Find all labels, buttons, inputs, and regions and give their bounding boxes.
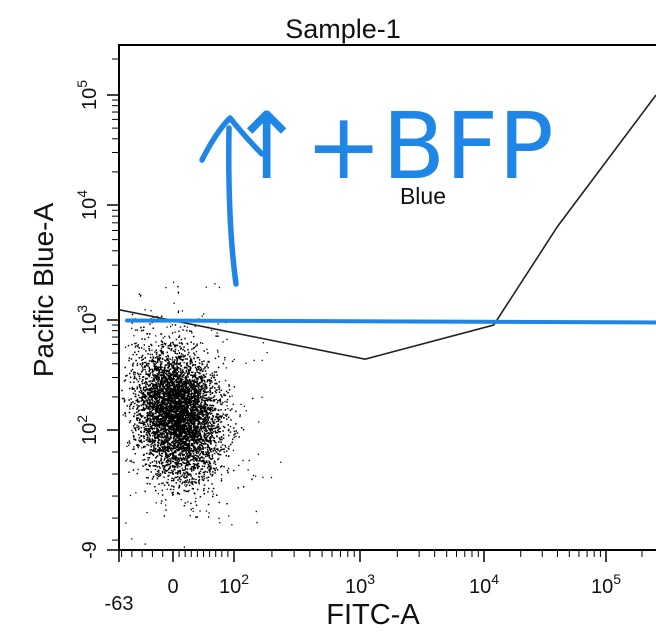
svg-text:103: 103 xyxy=(74,305,101,335)
svg-text:-9: -9 xyxy=(79,541,101,559)
x-tick-label: 104 xyxy=(469,571,499,598)
svg-text:104: 104 xyxy=(74,190,101,220)
chart-title: Sample-1 xyxy=(285,14,401,44)
y-axis-label: Pacific Blue-A xyxy=(28,203,59,378)
bfp-annotation: ↑+BFP xyxy=(199,93,554,287)
x-axis-label: FITC-A xyxy=(326,599,420,631)
bfp-annotation-text: ↑+BFP xyxy=(228,93,554,200)
y-axis-minor-ticks xyxy=(112,58,119,541)
x-tick-label: 103 xyxy=(345,571,375,598)
plot-frame xyxy=(118,44,656,551)
x-tick-label: 102 xyxy=(219,571,249,598)
gate-label: Blue xyxy=(400,183,446,209)
svg-text:105: 105 xyxy=(74,80,101,110)
y-tick-label: -9 xyxy=(79,541,101,559)
y-tick-label: 104 xyxy=(74,190,101,220)
svg-text:102: 102 xyxy=(74,415,101,445)
x-tick-label: 105 xyxy=(591,571,621,598)
bfp-threshold-line xyxy=(125,318,656,325)
y-axis-ticks: -9 102 103 104 105 xyxy=(74,80,119,559)
y-tick-label: 105 xyxy=(74,80,101,110)
y-tick-label: 102 xyxy=(74,415,101,445)
x-axis-ticks: -63 0 102 103 104 105 xyxy=(105,550,621,615)
event-scatter-cloud xyxy=(121,281,282,548)
x-tick-label: -63 xyxy=(105,593,134,615)
y-tick-label: 103 xyxy=(74,305,101,335)
gate-boundary-blue xyxy=(118,94,656,361)
event-points xyxy=(121,281,282,548)
x-axis-minor-ticks xyxy=(121,550,643,557)
up-arrow-icon xyxy=(199,115,265,287)
x-tick-label: 0 xyxy=(167,576,178,598)
